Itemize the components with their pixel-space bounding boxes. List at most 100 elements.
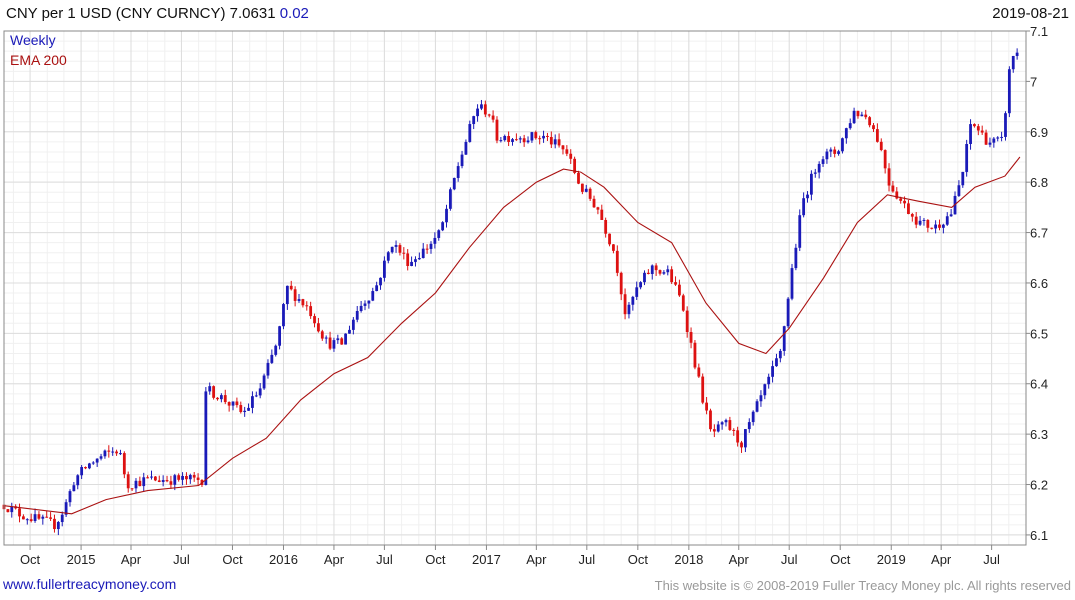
candle: [115, 449, 118, 456]
y-tick-label: 6.6: [1030, 276, 1048, 291]
candle: [604, 217, 608, 238]
candle-body: [324, 337, 328, 339]
candle-body: [907, 203, 910, 215]
candle-body: [41, 516, 45, 519]
candle: [53, 514, 56, 533]
candle-body: [922, 219, 926, 221]
candle: [402, 247, 406, 260]
candle-body: [577, 172, 580, 184]
candle-body: [429, 243, 433, 249]
x-tick-label: Apr: [526, 552, 547, 567]
candle: [961, 171, 965, 188]
candle: [153, 475, 157, 482]
site-url[interactable]: www.fullertreacymoney.com: [3, 576, 177, 592]
candle-body: [289, 285, 293, 290]
candle: [678, 279, 681, 297]
candle-body: [173, 475, 177, 485]
candle: [126, 471, 130, 493]
candle-body: [514, 139, 518, 141]
legend-weekly: Weekly: [10, 32, 56, 48]
candle: [639, 281, 643, 290]
candle: [619, 271, 623, 301]
candle: [751, 410, 755, 426]
candle: [561, 144, 565, 155]
candle-body: [95, 458, 99, 463]
candle-body: [165, 480, 169, 482]
candle: [107, 445, 111, 458]
x-tick-label: Oct: [222, 552, 243, 567]
candle: [22, 514, 25, 520]
candle-body: [235, 401, 239, 406]
candle: [926, 219, 930, 233]
candle: [448, 187, 452, 211]
candle: [980, 125, 984, 135]
candle: [317, 317, 320, 333]
candle-body: [487, 114, 491, 116]
candle: [868, 115, 872, 128]
candle: [549, 131, 553, 149]
y-tick-label: 6.1: [1030, 528, 1048, 543]
candle: [313, 313, 316, 328]
candle: [177, 473, 181, 482]
candle-body: [406, 253, 410, 267]
candle-body: [367, 300, 371, 304]
candle-body: [169, 481, 173, 485]
candle: [119, 449, 122, 456]
candle-body: [565, 149, 569, 154]
candle-body: [301, 299, 305, 306]
candle: [879, 138, 883, 152]
candle-body: [584, 188, 588, 192]
candle-body: [934, 224, 938, 229]
candle-body: [305, 305, 309, 307]
y-tick-label: 6.3: [1030, 427, 1048, 442]
price-change: 0.02: [279, 5, 309, 22]
candle-body: [417, 258, 421, 260]
candle: [767, 373, 771, 389]
candle-body: [852, 110, 856, 124]
candle: [181, 472, 184, 486]
candle: [56, 520, 60, 536]
y-tick-label: 7.1: [1030, 24, 1048, 39]
candle: [72, 482, 76, 492]
candle-body: [833, 149, 837, 154]
candle-body: [309, 306, 313, 317]
candle: [910, 212, 914, 222]
candle-body: [930, 227, 934, 229]
candle: [95, 458, 99, 467]
candle: [45, 511, 49, 518]
candle: [33, 508, 37, 523]
candle-body: [231, 401, 235, 406]
candle-body: [317, 323, 320, 332]
candle: [150, 470, 153, 480]
candle: [546, 132, 549, 142]
candle-body: [503, 136, 507, 141]
candle: [375, 281, 379, 292]
candle-body: [1000, 136, 1004, 138]
candle: [1000, 131, 1004, 142]
candle: [25, 518, 29, 525]
candle: [844, 127, 848, 144]
candle-body: [992, 138, 996, 143]
candle-body: [864, 114, 868, 118]
candle: [270, 349, 274, 365]
candle: [775, 353, 778, 367]
candle: [883, 149, 887, 174]
candle: [973, 123, 976, 128]
candle-body: [821, 159, 825, 164]
candle: [666, 265, 670, 276]
candle: [243, 406, 247, 417]
candle-body: [414, 259, 417, 262]
candle-body: [895, 191, 899, 199]
candle: [542, 130, 545, 143]
candle-body: [848, 123, 852, 129]
candle: [930, 227, 934, 230]
candle-body: [732, 429, 736, 431]
candle: [740, 440, 743, 453]
candle: [914, 211, 918, 229]
candle: [728, 416, 732, 431]
candle: [188, 473, 192, 484]
candle: [1011, 55, 1015, 73]
candle-body: [452, 177, 456, 190]
candle: [852, 107, 856, 124]
candle: [37, 511, 41, 520]
